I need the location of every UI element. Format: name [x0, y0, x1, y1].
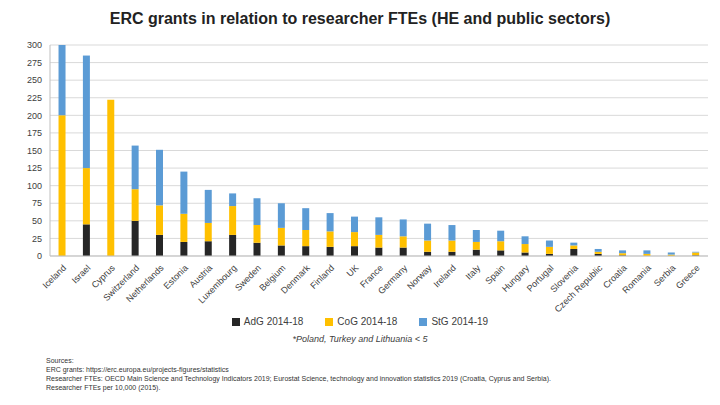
svg-text:Netherlands: Netherlands [124, 263, 166, 305]
html-text:Sources:: Sources: [46, 357, 74, 364]
svg-text:250: 250 [27, 75, 42, 85]
svg-text:75: 75 [32, 198, 42, 208]
svg-text:25: 25 [32, 234, 42, 244]
svg-text:Czech Republic: Czech Republic [553, 263, 605, 315]
svg-text:Estonia: Estonia [162, 263, 190, 291]
svg-text:Norway: Norway [405, 263, 434, 292]
svg-text:Finland: Finland [308, 263, 336, 291]
html-text:CoG 2014-18: CoG 2014-18 [337, 316, 398, 327]
svg-text:100: 100 [27, 181, 42, 191]
svg-text:175: 175 [27, 128, 42, 138]
svg-text:300: 300 [27, 40, 42, 50]
svg-text:0: 0 [37, 251, 42, 261]
svg-text:Luxembourg: Luxembourg [196, 263, 238, 305]
html-text:*Poland, Turkey and Lithuania: *Poland, Turkey and Lithuania < 5 [292, 334, 428, 344]
svg-text:Iceland: Iceland [41, 263, 69, 291]
svg-text:Switzerland: Switzerland [101, 262, 142, 303]
svg-text:Israel: Israel [70, 263, 93, 286]
svg-text:50: 50 [32, 216, 42, 226]
svg-text:Slovenia: Slovenia [548, 262, 580, 295]
html-text:AdG 2014-18: AdG 2014-18 [243, 316, 304, 327]
svg-text:France: France [358, 262, 385, 290]
svg-text:Austria: Austria [187, 262, 215, 290]
svg-text:275: 275 [27, 58, 42, 68]
svg-text:Serbia: Serbia [651, 262, 678, 289]
html-text:Researcher FTEs: OECD Main Sci: Researcher FTEs: OECD Main Science and T… [46, 375, 551, 382]
svg-text:Spain: Spain [483, 262, 507, 287]
svg-text:200: 200 [27, 111, 42, 121]
svg-text:Romania: Romania [620, 263, 653, 296]
svg-text:UK: UK [345, 263, 361, 279]
html-text:ERC grants in relation to rese: ERC grants in relation to researcher FTE… [109, 10, 611, 27]
svg-text:Sweden: Sweden [233, 262, 264, 293]
svg-text:Ireland: Ireland [432, 263, 459, 290]
svg-text:Croatia: Croatia [601, 262, 629, 291]
svg-text:Denmark: Denmark [279, 263, 312, 296]
html-text:ERC grants: https://erc.europa: ERC grants: https://erc.europa.eu/projec… [46, 366, 229, 373]
svg-text:Cyprus: Cyprus [89, 262, 117, 291]
svg-text:125: 125 [27, 163, 42, 173]
svg-text:Germany: Germany [376, 263, 410, 297]
svg-text:150: 150 [27, 146, 42, 156]
svg-text:Italy: Italy [464, 263, 483, 282]
svg-text:Portugal: Portugal [524, 262, 556, 294]
svg-text:Belgium: Belgium [257, 262, 288, 293]
html-text:Researcher FTEs per 10,000 (20: Researcher FTEs per 10,000 (2015). [46, 384, 161, 391]
svg-text:225: 225 [27, 93, 42, 103]
svg-text:Greece: Greece [674, 263, 702, 291]
svg-text:Hungary: Hungary [500, 262, 532, 294]
html-text:StG 2014-19: StG 2014-19 [431, 316, 489, 327]
